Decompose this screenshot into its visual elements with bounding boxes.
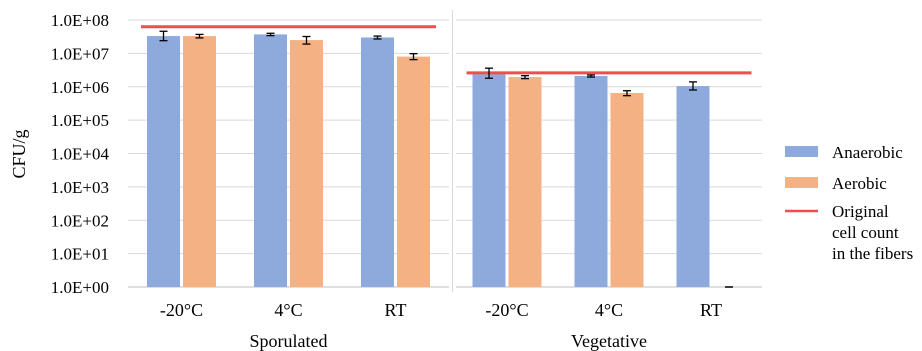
y-tick-label: 1.0E+00	[51, 278, 109, 297]
legend-label-original: in the fibers	[832, 244, 913, 263]
y-tick-label: 1.0E+01	[51, 245, 109, 264]
y-tick-label: 1.0E+04	[51, 145, 110, 164]
y-axis-ticks: 1.0E+00 1.0E+01 1.0E+02 1.0E+03 1.0E+04 1.0E+…	[51, 11, 110, 297]
legend-swatch-aerobic	[785, 177, 818, 188]
bar-anaerobic	[147, 36, 180, 287]
y-axis-label: CFU/g	[9, 129, 29, 178]
bar-anaerobic	[472, 73, 506, 287]
error-bars	[159, 30, 733, 288]
legend-label-aerobic: Aerobic	[832, 174, 887, 193]
legend-swatch-anaerobic	[785, 146, 818, 157]
legend-label-original: cell count	[832, 223, 899, 242]
bar-aerobic	[397, 56, 430, 287]
bar-anaerobic	[361, 37, 394, 287]
bars	[147, 34, 710, 288]
y-tick-label: 1.0E+02	[51, 211, 109, 230]
x-axis-ticks: -20°C 4°C RT Sporulated -20°C 4°C RT Vegetative	[160, 300, 722, 351]
x-tick-label: 4°C	[274, 300, 302, 320]
y-tick-label: 1.0E+05	[51, 111, 109, 130]
x-tick-label: 4°C	[595, 300, 623, 320]
bar-aerobic	[183, 36, 216, 287]
y-tick-label: 1.0E+07	[51, 44, 110, 63]
group-label: Vegetative	[571, 331, 647, 351]
y-tick-label: 1.0E+03	[51, 178, 109, 197]
reference-lines	[141, 25, 752, 75]
legend-label-anaerobic: Anaerobic	[832, 143, 903, 162]
gridlines	[128, 10, 762, 292]
bar-aerobic	[290, 40, 323, 288]
x-tick-label: -20°C	[485, 300, 528, 320]
x-tick-label: RT	[700, 300, 722, 320]
y-tick-label: 1.0E+06	[51, 78, 109, 97]
bar-aerobic	[508, 77, 542, 287]
bar-aerobic	[610, 92, 644, 287]
bar-anaerobic	[676, 86, 710, 287]
bar-anaerobic	[254, 34, 287, 287]
x-tick-label: -20°C	[160, 300, 203, 320]
legend: Anaerobic Aerobic Original cell count in the…	[785, 143, 913, 263]
group-label: Sporulated	[250, 331, 328, 351]
x-tick-label: RT	[385, 300, 407, 320]
y-tick-label: 1.0E+08	[51, 11, 109, 30]
bar-anaerobic	[574, 75, 608, 287]
legend-label-original: Original	[832, 202, 889, 221]
